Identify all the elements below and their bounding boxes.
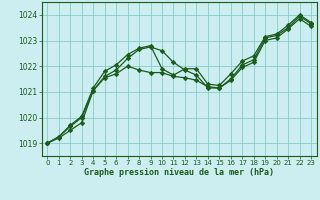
X-axis label: Graphe pression niveau de la mer (hPa): Graphe pression niveau de la mer (hPa) [84, 168, 274, 177]
